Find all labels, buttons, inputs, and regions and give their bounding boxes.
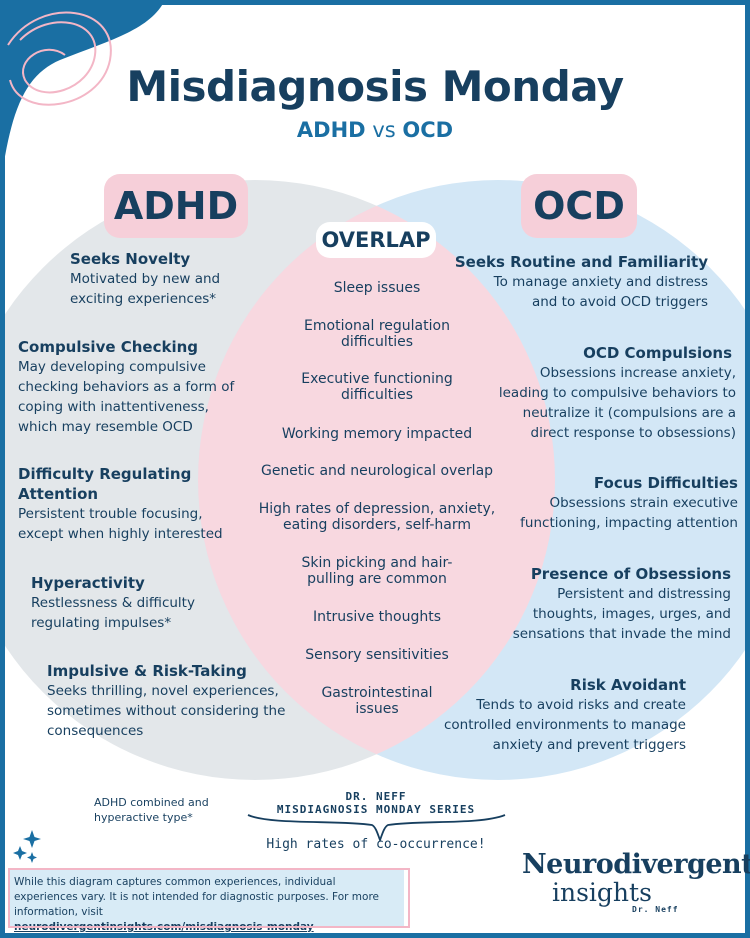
logo-word-insights: insights <box>552 878 652 907</box>
disclaimer: While this diagram captures common exper… <box>8 868 404 933</box>
more-info-link[interactable]: neurodivergentinsights.com/misdiagnosis-… <box>14 921 314 933</box>
ocd-item-focus-difficulties: Focus Difficulties Obsessions strain exe… <box>500 473 738 533</box>
overlap-item: High rates of depression, anxiety, eatin… <box>258 501 496 533</box>
page-subtitle: ADHD vs OCD <box>0 118 750 142</box>
adhd-item-difficulty-regulating-attention: Difficulty Regulating Attention Persiste… <box>18 464 246 544</box>
subtitle-vs: vs <box>372 118 396 142</box>
overlap-item: Genetic and neurological overlap <box>260 463 494 479</box>
ocd-item-desc: Obsessions increase anxiety, leading to … <box>498 365 736 441</box>
series-label: DR. NEFF MISDIAGNOSIS MONDAY SERIES <box>246 790 506 816</box>
ocd-item-heading: Focus Difficulties <box>593 474 738 492</box>
ocd-item-presence-of-obsessions: Presence of Obsessions Persistent and di… <box>500 564 731 644</box>
corner-swirl <box>19 21 97 94</box>
adhd-item-desc: Seeks thrilling, novel experiences, some… <box>47 683 286 739</box>
ocd-item-desc: Tends to avoid risks and create controll… <box>444 697 686 753</box>
sparkle-icon <box>13 830 41 863</box>
overlap-lens <box>198 180 555 780</box>
overlap-item: Sleep issues <box>333 280 421 296</box>
brace-line <box>247 814 506 843</box>
overlap-item: Sensory sensitivities <box>305 647 449 663</box>
corner-swirl-outer <box>7 11 112 106</box>
cooccurrence-note: High rates of co-occurrence! <box>266 837 486 852</box>
subtitle-ocd: OCD <box>402 118 454 142</box>
overlap-badge: OVERLAP <box>316 222 436 258</box>
adhd-type-note: ADHD combined and hyperactive type* <box>90 792 226 828</box>
adhd-item-seeks-novelty: Seeks Novelty Motivated by new and excit… <box>70 249 270 309</box>
ocd-item-heading: Seeks Routine and Familiarity <box>454 253 708 271</box>
series-author: DR. NEFF <box>345 790 407 803</box>
brand-logo: Neurodivergent insights Dr. Neff <box>522 849 750 915</box>
logo-author: Dr. Neff <box>632 905 679 914</box>
adhd-item-heading: Seeks Novelty <box>70 250 191 268</box>
adhd-item-hyperactivity: Hyperactivity Restlessness & difficulty … <box>31 573 231 633</box>
overlap-item: Emotional regulation difficulties <box>304 318 450 350</box>
ocd-item-desc: To manage anxiety and distress and to av… <box>493 274 708 310</box>
adhd-item-impulsive-risk-taking: Impulsive & Risk-Taking Seeks thrilling,… <box>47 661 287 741</box>
overlap-item: Gastrointestinal issues <box>321 685 433 717</box>
series-name: MISDIAGNOSIS MONDAY SERIES <box>276 803 476 816</box>
overlap-item: Skin picking and hair-pulling are common <box>301 555 453 587</box>
adhd-item-heading: Hyperactivity <box>31 574 145 592</box>
ocd-item-heading: Presence of Obsessions <box>530 565 731 583</box>
corner-blob <box>0 0 165 190</box>
disclaimer-text: While this diagram captures common exper… <box>14 876 379 918</box>
adhd-badge: ADHD <box>104 174 248 238</box>
ocd-item-desc: Obsessions strain executive functioning,… <box>520 495 738 531</box>
ocd-item-seeks-routine: Seeks Routine and Familiarity To manage … <box>440 252 708 312</box>
adhd-item-desc: Motivated by new and exciting experience… <box>70 271 221 307</box>
overlap-item: Executive functioning difficulties <box>301 371 453 403</box>
ocd-item-compulsions: OCD Compulsions Obsessions increase anxi… <box>486 343 736 443</box>
ocd-item-heading: OCD Compulsions <box>583 344 732 362</box>
ocd-item-desc: Persistent and distressing thoughts, ima… <box>512 586 731 642</box>
overlap-item: Intrusive thoughts <box>313 609 441 625</box>
ocd-badge: OCD <box>521 174 637 238</box>
adhd-item-heading: Impulsive & Risk-Taking <box>47 662 247 680</box>
overlap-item: Working memory impacted <box>281 426 473 442</box>
adhd-item-desc: Restlessness & difficulty regulating imp… <box>31 595 195 631</box>
ocd-item-heading: Risk Avoidant <box>570 676 686 694</box>
ocd-item-risk-avoidant: Risk Avoidant Tends to avoid risks and c… <box>430 675 686 755</box>
logo-word-neurodivergent: Neurodivergent <box>522 849 750 880</box>
adhd-item-desc: May developing compulsive checking behav… <box>18 359 235 435</box>
adhd-item-heading: Compulsive Checking <box>18 338 199 356</box>
adhd-item-compulsive-checking: Compulsive Checking May developing compu… <box>18 337 246 437</box>
adhd-item-heading: Difficulty Regulating Attention <box>18 465 192 503</box>
page-title: Misdiagnosis Monday <box>126 62 624 111</box>
adhd-item-desc: Persistent trouble focusing, except when… <box>18 506 223 542</box>
subtitle-adhd: ADHD <box>296 118 366 142</box>
